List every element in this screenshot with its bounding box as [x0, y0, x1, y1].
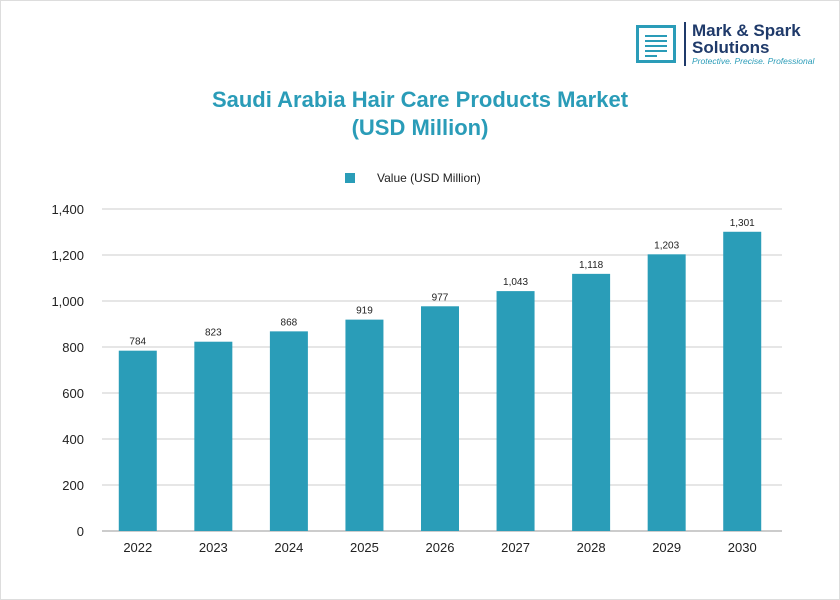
bar — [118, 350, 157, 531]
y-tick-label: 200 — [62, 478, 84, 493]
y-tick-label: 1,200 — [51, 248, 84, 263]
chart-title: Saudi Arabia Hair Care Products Market (… — [0, 86, 840, 142]
y-tick-label: 1,400 — [51, 202, 84, 217]
bar — [421, 306, 459, 531]
bar — [572, 273, 611, 531]
legend-swatch — [345, 173, 355, 183]
y-tick-label: 0 — [77, 524, 84, 539]
title-line1: Saudi Arabia Hair Care Products Market — [211, 87, 629, 112]
data-label: 823 — [205, 328, 222, 339]
bar — [496, 291, 535, 531]
data-label: 977 — [432, 292, 449, 303]
data-label: 1,301 — [730, 218, 755, 229]
document-icon — [636, 25, 676, 63]
x-tick-label: 2022 — [123, 540, 152, 555]
bar — [194, 341, 233, 531]
bar — [647, 254, 686, 531]
logo-divider — [684, 22, 686, 66]
y-tick-label: 800 — [62, 340, 84, 355]
x-tick-label: 2028 — [577, 540, 606, 555]
data-label: 1,203 — [654, 240, 679, 251]
data-label: 868 — [281, 317, 298, 328]
data-label: 919 — [356, 306, 373, 317]
x-tick-label: 2029 — [652, 540, 681, 555]
bar — [345, 319, 384, 531]
logo-name-line1: Mark & Spark — [692, 21, 801, 40]
legend-label: Value (USD Million) — [377, 171, 481, 185]
bar — [269, 331, 308, 531]
x-tick-label: 2025 — [350, 540, 379, 555]
y-tick-label: 1,000 — [51, 294, 84, 309]
x-tick-label: 2030 — [728, 540, 757, 555]
data-label: 1,118 — [579, 260, 604, 271]
x-tick-label: 2024 — [274, 540, 303, 555]
y-tick-label: 400 — [62, 432, 84, 447]
logo-name-line2: Solutions — [692, 38, 770, 57]
data-label: 1,043 — [503, 277, 528, 288]
x-tick-label: 2027 — [501, 540, 530, 555]
data-label: 784 — [129, 337, 146, 348]
title-line2: (USD Million) — [351, 115, 489, 140]
company-logo: Mark & Spark Solutions Protective. Preci… — [636, 22, 814, 66]
y-tick-label: 600 — [62, 386, 84, 401]
x-tick-label: 2023 — [199, 540, 228, 555]
logo-tagline: Protective. Precise. Professional — [692, 56, 815, 66]
x-tick-label: 2026 — [426, 540, 455, 555]
legend: Value (USD Million) — [345, 171, 481, 185]
bar — [723, 231, 762, 531]
